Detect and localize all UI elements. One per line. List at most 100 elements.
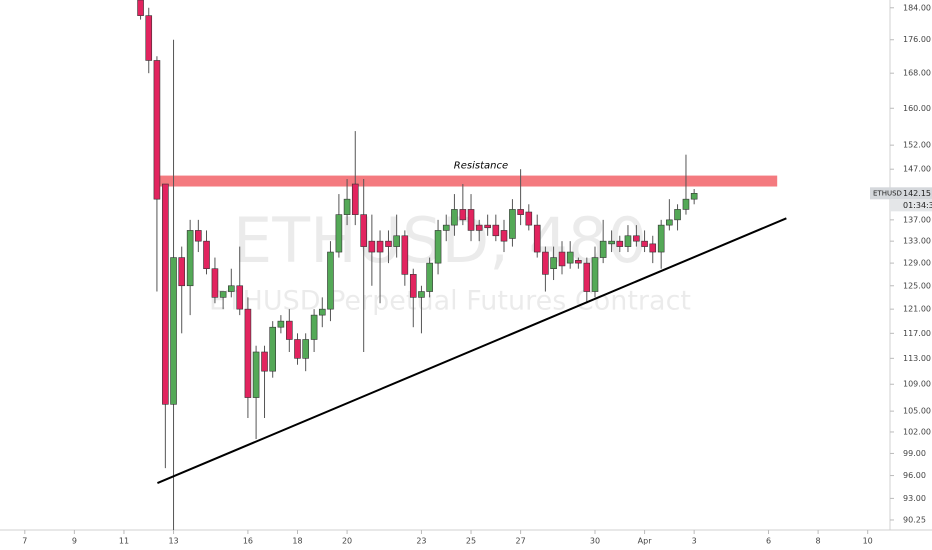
watermark-subtitle: ETHUSD Perpetual Futures Contract	[209, 286, 691, 317]
candle-body	[178, 257, 186, 287]
y-tick-label: 176.00	[903, 35, 931, 44]
candle-body	[261, 351, 268, 372]
candle-body	[137, 0, 144, 16]
x-tick-label: Apr	[638, 537, 653, 546]
x-tick-label: 25	[466, 537, 476, 546]
candle-body	[682, 198, 690, 210]
y-tick-label: 125.00	[903, 281, 931, 290]
candle-body	[277, 320, 285, 328]
x-tick-label: 8	[816, 537, 821, 546]
candle-body	[509, 209, 516, 239]
candle-body	[360, 214, 367, 247]
candle-body	[484, 224, 491, 229]
x-tick-label: 23	[416, 537, 426, 546]
candle-body	[608, 240, 615, 245]
candle-body	[170, 257, 177, 405]
candle-body	[566, 251, 574, 264]
x-tick-label: 11	[119, 537, 129, 546]
candle-body	[666, 219, 673, 226]
candle-body	[624, 235, 632, 247]
candle-body	[467, 209, 475, 231]
candle-body	[401, 235, 409, 275]
candle-body	[616, 240, 624, 247]
candle-body	[195, 230, 202, 242]
candle-body	[657, 224, 665, 253]
y-tick-label: 105.00	[903, 407, 931, 416]
candle-body	[442, 224, 450, 231]
price-label-box	[870, 187, 932, 200]
countdown-box	[890, 199, 932, 212]
countdown: 01:34:33	[903, 201, 932, 210]
zone-label: Resistance	[454, 161, 508, 172]
candle-body	[286, 320, 293, 340]
y-tick-label: 96.00	[903, 471, 926, 480]
y-tick-label: 184.00	[903, 3, 931, 12]
candle-body	[145, 15, 153, 61]
x-tick-label: 20	[342, 537, 352, 546]
candle-body	[244, 308, 252, 398]
y-tick-label: 109.00	[903, 380, 931, 389]
candle-body	[236, 285, 244, 310]
candle-body	[533, 224, 541, 253]
price-label-price: 142.15	[903, 189, 931, 198]
candle-body	[153, 60, 161, 200]
candle-body	[575, 260, 582, 264]
trendline	[157, 217, 787, 485]
candle-body	[426, 262, 433, 292]
candle-body	[690, 193, 698, 200]
x-tick-label: 7	[22, 537, 27, 546]
x-tick-label: 13	[168, 537, 178, 546]
candle-body	[351, 183, 359, 215]
candle-body	[418, 291, 425, 298]
y-tick-label: 121.00	[903, 305, 931, 314]
candle-body	[186, 230, 194, 287]
candle-body	[310, 314, 318, 340]
y-tick-label: 117.00	[903, 329, 931, 338]
y-tick-label: 168.00	[903, 69, 931, 78]
y-tick-label: 147.00	[903, 165, 931, 174]
candle-body	[318, 308, 326, 316]
y-tick-label: 129.00	[903, 259, 931, 268]
candle-body	[294, 339, 301, 359]
candle-body	[550, 257, 557, 270]
y-tick-label: 152.00	[903, 141, 931, 150]
candle-body	[252, 351, 260, 398]
x-tick-label: 9	[72, 537, 77, 546]
x-tick-label: 16	[243, 537, 253, 546]
y-tick-label: 93.00	[903, 494, 926, 503]
candle-body	[335, 214, 343, 253]
candle-body	[451, 209, 458, 226]
candle-body	[368, 240, 376, 253]
candle-body	[385, 240, 392, 247]
candle-body	[649, 243, 657, 253]
y-tick-label: 137.00	[903, 215, 931, 224]
y-tick-label: 102.00	[903, 427, 931, 436]
candle-body	[641, 240, 648, 247]
price-label-symbol: ETHUSD	[873, 189, 902, 197]
candle-body	[599, 240, 607, 258]
candle-body	[162, 183, 169, 405]
x-tick-label: 18	[292, 537, 302, 546]
candle-body	[409, 274, 417, 298]
candle-body	[517, 209, 524, 215]
y-tick-label: 133.00	[903, 237, 931, 246]
y-tick-label: 90.25	[903, 515, 926, 524]
x-tick-label: 30	[590, 537, 600, 546]
candle-body	[327, 251, 334, 310]
y-tick-label: 160.00	[903, 104, 931, 113]
candle-body	[219, 291, 227, 298]
candle-body	[228, 285, 235, 292]
candle-body	[500, 230, 508, 242]
candle-body	[203, 240, 210, 270]
candle-body	[633, 235, 640, 242]
x-tick-label: 27	[516, 537, 526, 546]
candle-body	[591, 257, 599, 292]
candle-body	[558, 251, 566, 267]
candle-body	[583, 262, 591, 292]
candle-body	[674, 209, 681, 221]
candle-body	[542, 251, 549, 275]
candle-body	[343, 198, 351, 215]
candle-body	[269, 326, 277, 372]
y-tick-label: 113.00	[903, 354, 931, 363]
